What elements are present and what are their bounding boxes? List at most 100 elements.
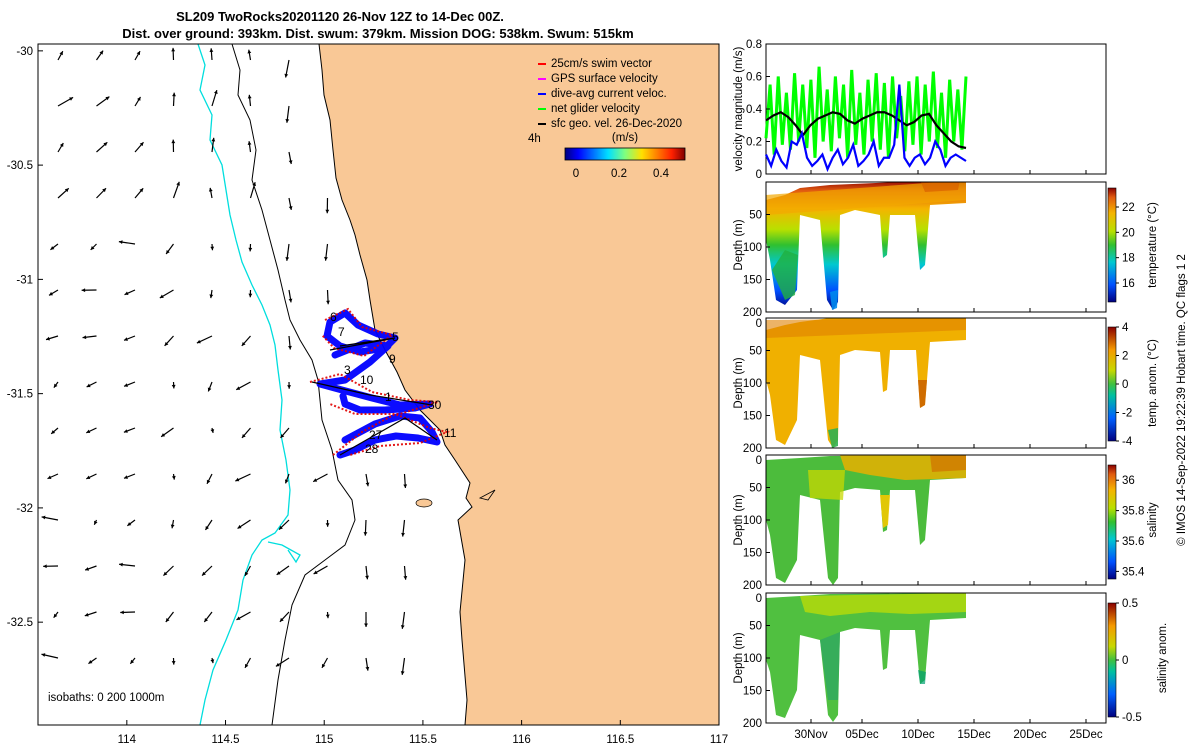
velocity-axis-ticks: 0 0.2 0.4 0.6 0.8 [746,39,770,181]
velocity-arrowhead [235,477,240,482]
track-label-5: 5 [392,330,399,344]
velocity-series-line [765,111,967,150]
velocity-arrowhead [213,90,218,95]
velocity-arrowhead [102,188,107,193]
velocity-arrowhead [288,298,293,303]
swim-vectors-north [321,307,395,358]
depth-tick-label: 200 [743,443,762,455]
velocity-arrowhead [202,571,206,576]
velocity-arrowhead [46,336,50,341]
velocity-arrowhead [86,475,91,480]
depth-tick-label: 0 [756,318,762,330]
isobath-note: isobaths: 0 200 1000m [48,692,164,704]
velocity-arrowhead [90,246,95,250]
track-label-9: 9 [389,352,396,366]
date-tick-label: 30Nov [794,729,827,741]
depth-tick-label: 200 [743,307,762,319]
colorbar-tick-0: 0 [573,168,579,180]
velocity-arrowhead [130,659,135,664]
velocity-arrowhead [279,617,284,622]
velocity-arrowhead [49,291,54,296]
legend-net: net glider velocity [551,103,640,115]
map-xtick-label: 114 [118,734,137,746]
velocity-arrowhead [166,250,170,254]
velocity-arrowhead [248,247,253,252]
track-label-27: 27 [369,428,383,442]
velocity-arrowhead [161,433,166,437]
temp-anomaly-cbar-label: temp. anom. (°C) [1147,339,1159,427]
track-label-28: 28 [365,442,379,456]
depth-tick-label: 150 [743,275,762,287]
velocity-arrowhead [325,614,330,619]
salinity-anomaly-positive-layer [800,593,966,616]
temp-anomaly-axis-ticks: 0 50 100 150 200 4 2 0 -2 -4 [743,317,1133,455]
cbar-tick-label: 35.6 [1122,536,1144,548]
map-xtick-label: 114.5 [212,734,240,746]
velocity-arrowhead [244,571,249,576]
velocity-arrowhead [285,119,290,123]
velocity-arrowhead [365,666,370,671]
velocity-arrowhead [176,181,180,186]
map-xtick-label: 117 [710,734,728,746]
velocity-arrowhead [94,520,98,525]
salinity-axis-ticks: 0 50 100 150 200 36 35.8 35.6 35.4 [743,454,1145,592]
cbar-tick-label: -0.5 [1122,712,1142,724]
velocity-arrowhead [210,659,215,664]
velocity-arrowhead [313,570,318,574]
track-label-10: 10 [360,373,374,387]
velocity-arrowhead [326,300,330,305]
velocity-arrowhead [164,341,169,346]
depth-tick-label: 100 [743,378,762,390]
depth-tick-label: 200 [743,718,762,730]
velocity-arrowhead [123,337,128,341]
velocity-arrowhead [241,341,246,346]
velocity-arrow-field [41,47,408,675]
track-label-3: 3 [344,363,351,377]
salinity-cbar-label: salinity [1147,502,1159,537]
velocity-arrowhead [105,96,110,101]
temperature-hot-spot [920,182,960,192]
velocity-arrowhead [247,141,252,145]
velocity-arrowhead [278,525,283,530]
velocity-arrowhead [124,291,129,295]
temp-anomaly-section [766,318,966,448]
cbar-tick-label: 35.8 [1122,506,1144,518]
velocity-arrowhead [252,182,257,187]
velocity-arrowhead [205,525,209,530]
velocity-arrowhead [171,661,176,665]
cbar-tick-label: 0 [1122,655,1128,667]
map-xtick-label: 115 [315,734,333,746]
velocity-arrowhead [139,142,144,147]
velocity-arrowhead [172,92,176,97]
cbar-tick-label: -2 [1122,408,1132,420]
velocity-arrowhead [210,246,215,251]
velocity-arrowhead [51,430,56,434]
velocity-arrowhead [207,387,212,392]
cbar-tick-label: -4 [1122,436,1133,448]
velocity-arrowhead [403,484,408,488]
map-ytick-label: -31.5 [7,389,33,401]
temperature-cool-patch-2 [830,290,838,310]
velocity-panel: 0 0.2 0.4 0.6 0.8 velocity magnitude (m/s) [733,39,1107,181]
velocity-arrowhead [53,383,58,388]
velocity-arrowhead [287,385,292,389]
velocity-arrowhead [119,562,123,567]
velocity-arrowhead [288,160,293,165]
salinity-anomaly-ylabel: Depth (m) [733,632,745,683]
velocity-arrowhead [64,188,69,193]
velocity-arrowhead [208,187,213,192]
velocity-arrowhead [209,294,214,299]
velocity-ytick-label: 0 [756,169,762,181]
velocity-series-line [764,84,967,173]
velocity-ytick-label: 0.6 [746,72,762,84]
cbar-tick-label: 16 [1122,278,1135,290]
isobath-200m [231,44,356,725]
velocity-arrowhead [280,433,285,438]
cbar-tick-label: 4 [1122,322,1129,334]
velocity-arrowhead [285,257,290,261]
velocity-arrowhead [365,482,370,487]
colorbar-title: (m/s) [612,132,638,144]
date-tick-label: 20Dec [1013,729,1046,741]
velocity-arrowhead [365,575,369,580]
velocity-arrowhead [325,523,330,527]
